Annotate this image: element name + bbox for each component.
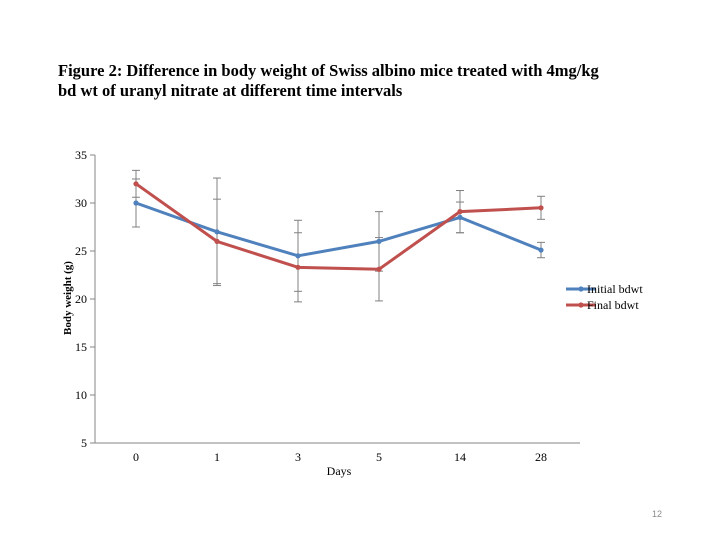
legend-item-final-bdwt: Final bdwt [566,298,639,312]
y-tick-label: 35 [75,148,87,162]
chart-legend: Initial bdwt Final bdwt [566,282,643,312]
chart-title: Figure 2: Difference in body weight of S… [58,61,678,101]
data-point-final-bdwt [295,264,301,270]
y-axis-title: Body weight (g) [62,261,74,335]
y-tick-label: 10 [75,388,87,402]
y-tick-label: 25 [75,244,87,258]
data-point-final-bdwt [133,181,139,187]
x-tick-label: 3 [295,450,301,464]
legend-marker [578,302,584,308]
series-line-initial-bdwt [134,201,543,258]
data-point-initial-bdwt [376,238,382,244]
y-tick-label: 20 [75,292,87,306]
legend-marker [578,286,584,292]
x-axis-title: Days [327,464,352,478]
y-tick-label: 5 [81,436,87,450]
data-point-final-bdwt [214,238,220,244]
series-line-final-bdwt [134,182,543,271]
legend-label: Initial bdwt [587,282,643,296]
chart-title-line-1: Figure 2: Difference in body weight of S… [58,61,599,80]
page-number: 12 [652,509,663,519]
data-point-initial-bdwt [538,247,544,253]
y-tick-label: 15 [75,340,87,354]
data-point-initial-bdwt [295,253,301,259]
data-point-initial-bdwt [214,229,220,235]
data-point-initial-bdwt [457,214,463,220]
data-point-final-bdwt [457,209,463,215]
error-bars [132,169,545,303]
legend-label: Final bdwt [587,298,639,312]
y-tick-label: 30 [75,196,87,210]
chart-title-line-2: bd wt of uranyl nitrate at different tim… [58,81,403,100]
x-tick-label: 28 [535,450,547,464]
data-point-final-bdwt [376,266,382,272]
legend-item-initial-bdwt: Initial bdwt [566,282,643,296]
x-tick-label: 0 [133,450,139,464]
data-point-final-bdwt [538,205,544,211]
x-tick-label: 5 [376,450,382,464]
chart-series [133,181,544,272]
x-tick-label: 14 [454,450,466,464]
data-point-initial-bdwt [133,200,139,206]
x-tick-label: 1 [214,450,220,464]
